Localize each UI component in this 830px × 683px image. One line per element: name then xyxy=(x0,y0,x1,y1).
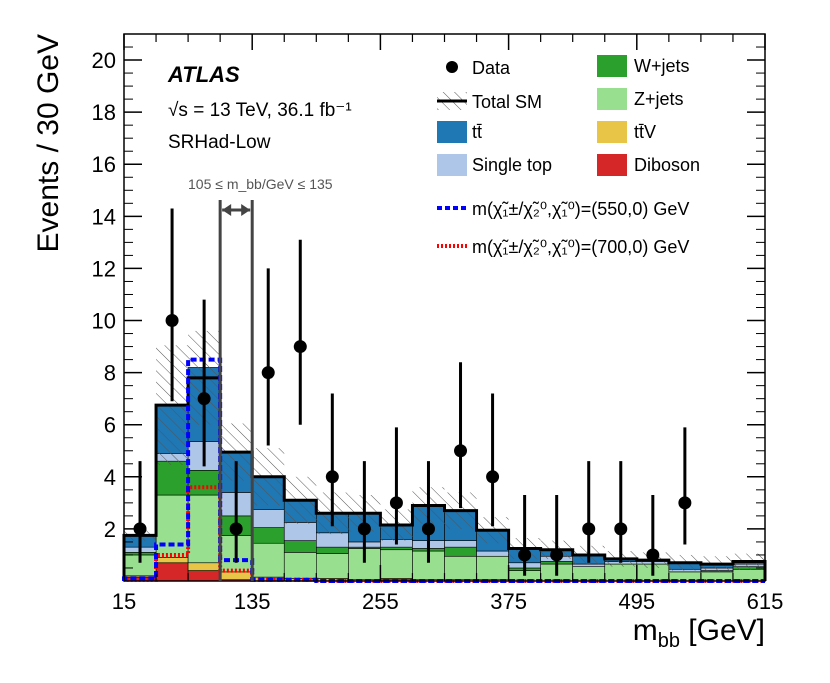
singletop-bar xyxy=(251,509,285,528)
legend-sig550-label: m(χ̃₁±/χ̃₂⁰,χ̃₁⁰)=(550,0) GeV xyxy=(472,199,689,219)
zjets-bar xyxy=(476,555,509,580)
zjets-bar xyxy=(283,552,317,579)
mass-window xyxy=(218,200,254,581)
singletop-bar xyxy=(476,550,509,557)
data-point xyxy=(550,548,564,562)
zjets-bar xyxy=(251,542,285,578)
window-arrow-left-head xyxy=(222,204,232,216)
legend-zjets-swatch xyxy=(597,88,627,110)
data-point xyxy=(197,392,211,406)
legend-sig700-label: m(χ̃₁±/χ̃₂⁰,χ̃₁⁰)=(700,0) GeV xyxy=(472,237,689,257)
x-tick-label: 495 xyxy=(618,589,655,614)
data-point xyxy=(454,444,468,458)
zjets-bar xyxy=(155,494,189,558)
wjets-bar xyxy=(380,546,413,551)
legend-diboson-label: Diboson xyxy=(634,155,700,175)
zjets-bar xyxy=(444,555,477,580)
y-tick-label: 20 xyxy=(92,48,116,73)
data-point xyxy=(421,522,435,536)
legend-data-marker xyxy=(446,61,458,73)
data-point xyxy=(678,496,692,510)
legend-ttbar-label: tt̄ xyxy=(472,122,482,142)
data-point xyxy=(518,548,532,562)
y-tick-label: 10 xyxy=(92,309,116,334)
data-point xyxy=(582,522,596,536)
zjets-bar xyxy=(315,553,349,579)
diboson-bar xyxy=(155,562,189,582)
legend-wjets-label: W+jets xyxy=(634,56,690,76)
window-arrow-right-head xyxy=(241,204,251,216)
legend-total-label: Total SM xyxy=(472,92,542,112)
region-label: SRHad-Low xyxy=(168,132,271,153)
y-tick-label: 8 xyxy=(104,361,116,386)
ttv-bar xyxy=(155,557,189,564)
zjets-bar xyxy=(187,494,221,564)
legend-ttbar-swatch xyxy=(437,121,467,143)
x-axis-label-sub: bb xyxy=(658,630,680,652)
data-point xyxy=(229,522,243,536)
data-point xyxy=(389,496,403,510)
energy-label: √s = 13 TeV, 36.1 fb⁻¹ xyxy=(168,100,352,121)
singletop-bar xyxy=(572,563,606,567)
y-tick-label: 16 xyxy=(92,152,116,177)
wjets-bar xyxy=(187,469,221,496)
legend: Data Total SM tt̄ Single top W+jets Z+je… xyxy=(437,55,700,257)
data-point xyxy=(614,522,628,536)
y-tick-label: 6 xyxy=(104,413,116,438)
x-axis-label: mbb [GeV] xyxy=(633,614,765,652)
wjets-bar xyxy=(251,527,285,544)
x-tick-label: 375 xyxy=(490,589,527,614)
legend-singletop-swatch xyxy=(437,154,467,176)
data-point xyxy=(646,548,660,562)
y-tick-label: 12 xyxy=(92,256,116,281)
window-annotation: 105 ≤ m_bb/GeV ≤ 135 xyxy=(188,176,333,192)
y-axis-label: Events / 30 GeV xyxy=(32,34,65,252)
x-tick-label: 615 xyxy=(747,589,784,614)
wjets-bar xyxy=(444,546,477,557)
legend-zjets-label: Z+jets xyxy=(634,89,684,109)
data-point xyxy=(357,522,371,536)
wjets-bar xyxy=(315,546,349,554)
wjets-bar xyxy=(283,540,317,553)
data-point xyxy=(486,470,500,484)
y-tick-label: 4 xyxy=(104,465,116,490)
zjets-bar xyxy=(380,549,413,579)
singletop-bar xyxy=(444,540,477,548)
ttv-bar xyxy=(219,571,253,580)
y-tick-label: 14 xyxy=(92,204,116,229)
zjets-bar xyxy=(572,566,606,582)
legend-data-label: Data xyxy=(472,58,511,78)
x-tick-label: 255 xyxy=(362,589,399,614)
data-point xyxy=(325,470,339,484)
legend-diboson-swatch xyxy=(597,154,627,176)
legend-singletop-label: Single top xyxy=(472,155,552,175)
legend-wjets-swatch xyxy=(597,55,627,77)
legend-ttv-label: tt̄V xyxy=(634,122,656,142)
data-point xyxy=(165,314,179,328)
axis-ticks: 15 135 255 375 495 615 2 4 6 8 10 12 14 16 18 20 xyxy=(92,34,784,614)
wjets-bar xyxy=(155,460,189,496)
data-point xyxy=(293,340,307,354)
x-tick-label: 135 xyxy=(234,589,271,614)
x-tick-label: 15 xyxy=(112,589,136,614)
y-tick-label: 2 xyxy=(104,517,116,542)
singletop-bar xyxy=(283,522,317,541)
data-point xyxy=(261,366,275,380)
atlas-label: ATLAS xyxy=(167,62,240,87)
y-tick-label: 18 xyxy=(92,100,116,125)
singletop-bar xyxy=(315,532,349,548)
ttv-bar xyxy=(187,562,221,571)
diboson-bar xyxy=(187,570,221,582)
legend-ttv-swatch xyxy=(597,121,627,143)
